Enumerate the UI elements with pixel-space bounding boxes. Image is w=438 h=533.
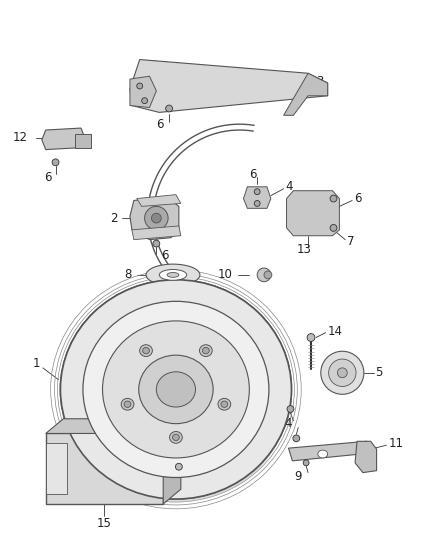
- Ellipse shape: [140, 345, 152, 357]
- Ellipse shape: [318, 450, 328, 458]
- Ellipse shape: [146, 264, 200, 286]
- Text: 11: 11: [389, 437, 403, 450]
- Polygon shape: [163, 419, 181, 504]
- Polygon shape: [130, 60, 328, 112]
- Text: 15: 15: [97, 517, 112, 530]
- Circle shape: [145, 206, 168, 230]
- Text: 6: 6: [161, 249, 169, 262]
- Polygon shape: [355, 441, 377, 473]
- Ellipse shape: [221, 401, 228, 407]
- Text: 13: 13: [297, 243, 311, 256]
- Text: 4: 4: [286, 180, 293, 193]
- Text: 9: 9: [193, 462, 200, 475]
- Circle shape: [328, 359, 356, 386]
- Circle shape: [337, 368, 347, 378]
- Polygon shape: [286, 191, 339, 236]
- Text: 9: 9: [294, 470, 302, 483]
- Ellipse shape: [159, 270, 187, 280]
- Polygon shape: [46, 443, 67, 494]
- Polygon shape: [289, 441, 371, 461]
- Polygon shape: [132, 226, 181, 240]
- Circle shape: [141, 98, 148, 103]
- Text: 6: 6: [249, 167, 257, 181]
- Text: 6: 6: [156, 118, 164, 131]
- Circle shape: [307, 334, 315, 342]
- Text: 1: 1: [33, 358, 41, 370]
- Text: 5: 5: [376, 366, 383, 379]
- Text: 12: 12: [12, 131, 28, 144]
- Circle shape: [254, 189, 260, 195]
- Polygon shape: [130, 197, 179, 240]
- Ellipse shape: [199, 345, 212, 357]
- Ellipse shape: [167, 272, 179, 277]
- Circle shape: [153, 240, 160, 247]
- Polygon shape: [46, 419, 181, 433]
- Ellipse shape: [218, 398, 231, 410]
- Ellipse shape: [121, 398, 134, 410]
- Ellipse shape: [83, 301, 269, 478]
- Ellipse shape: [124, 401, 131, 407]
- Circle shape: [330, 224, 337, 231]
- Ellipse shape: [173, 434, 179, 441]
- Ellipse shape: [60, 280, 291, 499]
- Text: 3: 3: [316, 75, 323, 87]
- Circle shape: [52, 159, 59, 166]
- Circle shape: [176, 463, 182, 470]
- Polygon shape: [130, 76, 156, 108]
- Text: 8: 8: [124, 269, 131, 281]
- Ellipse shape: [143, 348, 149, 354]
- Text: 6: 6: [277, 419, 284, 432]
- Circle shape: [330, 195, 337, 202]
- Text: 7: 7: [347, 235, 355, 248]
- Ellipse shape: [139, 355, 213, 424]
- Text: 2: 2: [110, 212, 118, 224]
- Circle shape: [257, 268, 271, 282]
- Circle shape: [264, 271, 272, 279]
- Ellipse shape: [156, 372, 195, 407]
- Text: 6: 6: [44, 171, 51, 183]
- Circle shape: [321, 351, 364, 394]
- Circle shape: [137, 83, 143, 89]
- Circle shape: [166, 105, 173, 112]
- Text: 6: 6: [354, 192, 362, 205]
- Polygon shape: [42, 128, 85, 150]
- Ellipse shape: [202, 348, 209, 354]
- Circle shape: [303, 460, 309, 466]
- Ellipse shape: [102, 321, 249, 458]
- Text: 4: 4: [285, 417, 292, 430]
- Circle shape: [287, 406, 294, 413]
- Ellipse shape: [170, 432, 182, 443]
- Circle shape: [152, 213, 161, 223]
- Circle shape: [254, 200, 260, 206]
- Polygon shape: [75, 134, 91, 148]
- Text: 14: 14: [328, 325, 343, 338]
- Polygon shape: [137, 195, 181, 206]
- Text: 10: 10: [218, 269, 233, 281]
- Polygon shape: [283, 73, 328, 115]
- Circle shape: [293, 435, 300, 442]
- Polygon shape: [244, 187, 271, 208]
- Polygon shape: [46, 433, 163, 504]
